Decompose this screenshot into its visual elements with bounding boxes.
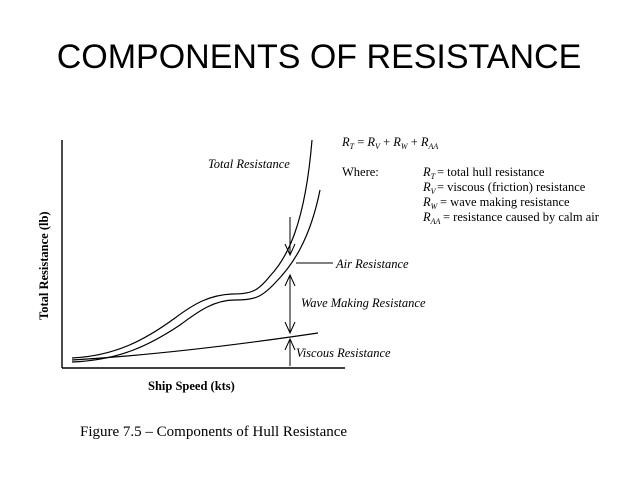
viscous-bracket-head <box>284 337 296 351</box>
viscous-resistance-label: Viscous Resistance <box>296 346 391 360</box>
total-resistance-arrowhead <box>284 243 296 257</box>
definition-text-rv: = viscous (friction) resistance <box>437 180 586 194</box>
definition-symbol-raa: RAA <box>422 210 441 226</box>
where-label: Where: <box>342 165 379 179</box>
wave-bracket-top-head <box>284 273 296 287</box>
slide-title: COMPONENTS OF RESISTANCE <box>56 38 582 76</box>
x-axis-label: Ship Speed (kts) <box>148 379 235 393</box>
definition-symbol-rv: RV <box>422 180 437 196</box>
definition-text-rw: = wave making resistance <box>440 195 570 209</box>
wave-making-resistance-label: Wave Making Resistance <box>301 296 426 310</box>
wave-making-resistance-curve <box>71 189 321 363</box>
definition-text-raa: = resistance caused by calm air <box>443 210 600 224</box>
figure-caption: Figure 7.5 – Components of Hull Resistan… <box>80 424 348 440</box>
definition-list: RT = total hull resistance RV = viscous … <box>422 165 600 226</box>
total-resistance-curve <box>71 139 313 359</box>
definition-symbol-rw: RW <box>422 195 439 211</box>
resistance-equation: RT = RV + RW + RAA <box>341 135 438 151</box>
definition-text-rt: = total hull resistance <box>437 165 545 179</box>
total-resistance-label: Total Resistance <box>208 157 290 171</box>
definition-symbol-rt: RT <box>422 165 436 181</box>
viscous-resistance-curve <box>71 332 319 361</box>
air-resistance-label: Air Resistance <box>335 257 409 271</box>
wave-bracket-bottom-head <box>284 321 296 335</box>
y-axis-label: Total Resistance (lb) <box>37 211 51 320</box>
